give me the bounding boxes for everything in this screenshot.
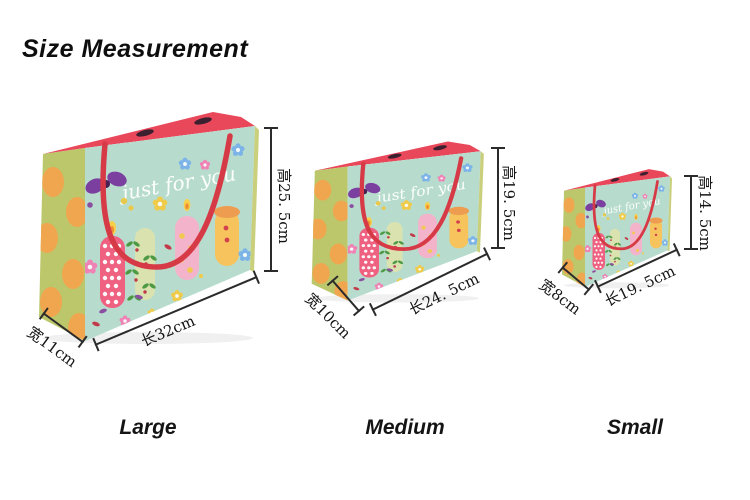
small-height-label: 高14. 5cm: [696, 175, 714, 251]
small-size-label: Small: [606, 416, 664, 439]
page-title: Size Measurement: [22, 34, 249, 63]
small-height-line: [684, 175, 698, 250]
large-height-label: 高25. 5cm: [275, 168, 293, 244]
large-height-line: [264, 127, 278, 272]
medium-height-line: [491, 147, 505, 249]
large-size-label: Large: [119, 416, 177, 439]
large-bag-image: [33, 104, 263, 349]
medium-size-label: Medium: [365, 416, 445, 439]
medium-height-label: 高19. 5cm: [500, 165, 518, 241]
